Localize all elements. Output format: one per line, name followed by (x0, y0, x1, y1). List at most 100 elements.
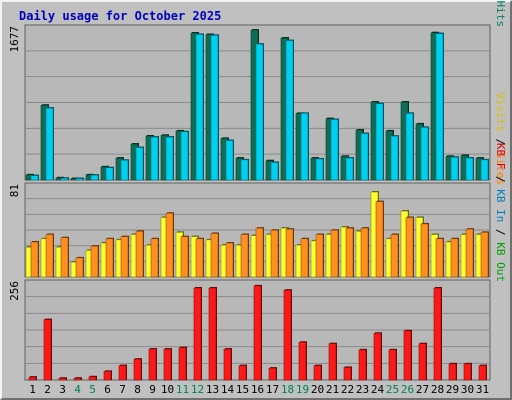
x-tick-label: 14 (221, 383, 235, 396)
legend-text: / (494, 222, 507, 242)
x-tick-label: 29 (446, 383, 459, 396)
bar-sites-day-23 (360, 227, 369, 278)
panel-1: 1677 Pages / Files / Hits (8, 0, 507, 181)
bar-pages-day-2 (45, 107, 54, 181)
bar-kbf-day-12 (193, 287, 202, 381)
bar-kbf-day-17 (268, 367, 277, 381)
x-tick-label: 4 (74, 383, 81, 396)
bar-pages-day-24 (375, 103, 384, 181)
bar-kbf-day-30 (463, 363, 472, 381)
x-tick-label: 12 (191, 383, 204, 396)
bar-sites-day-19 (300, 238, 309, 278)
bar-pages-day-18 (285, 40, 294, 181)
bar-pages-day-20 (315, 158, 324, 181)
bar-sites-day-26 (405, 217, 414, 278)
legend-text: KB In (494, 189, 507, 222)
bar-pages-day-31 (480, 159, 489, 181)
legend-text: Sites (494, 152, 507, 185)
x-tick-label: 11 (176, 383, 189, 396)
x-tick-label: 31 (476, 383, 489, 396)
bar-pages-day-15 (240, 159, 249, 181)
x-tick-label: 18 (281, 383, 294, 396)
bar-sites-day-28 (435, 238, 444, 278)
bars (25, 191, 489, 278)
x-tick-label: 13 (206, 383, 219, 396)
bar-sites-day-22 (345, 227, 354, 278)
bar-pages-day-7 (120, 159, 129, 181)
bar-kbf-day-9 (148, 348, 157, 381)
bar-pages-day-13 (210, 35, 219, 181)
bar-pages-day-17 (270, 162, 279, 181)
bar-sites-day-14 (225, 242, 234, 278)
x-tick-label: 3 (59, 383, 66, 396)
bar-kbf-day-5 (88, 376, 97, 381)
bar-sites-day-7 (120, 236, 129, 278)
panel-2: 81 Visits / Sites (8, 92, 507, 278)
bar-pages-day-9 (150, 136, 159, 181)
bar-kbf-day-16 (253, 285, 262, 381)
bar-kbf-day-18 (283, 289, 292, 381)
chart-panels: 1677 Pages / Files / Hits 81 Visits / Sites… (8, 0, 507, 381)
bar-pages-day-22 (345, 157, 354, 181)
bar-sites-day-10 (165, 212, 174, 278)
bar-pages-day-29 (450, 156, 459, 181)
bar-sites-day-1 (30, 241, 39, 278)
bars (28, 284, 487, 381)
bar-pages-day-10 (165, 136, 174, 181)
bar-kbf-day-29 (448, 363, 457, 381)
panel-max-label: 81 (8, 184, 21, 197)
bar-pages-day-4 (75, 178, 84, 181)
bar-sites-day-11 (180, 236, 189, 278)
legend-text: Visits (494, 92, 507, 132)
bar-kbf-day-1 (28, 376, 37, 381)
bar-pages-day-23 (360, 133, 369, 181)
bar-pages-day-6 (105, 167, 114, 181)
bar-sites-day-20 (315, 234, 324, 278)
legend-text: Hits (494, 1, 507, 28)
bar-kbf-day-31 (478, 365, 487, 381)
bar-pages-day-8 (135, 147, 144, 181)
bar-sites-day-6 (105, 238, 114, 278)
x-tick-label: 24 (371, 383, 385, 396)
chart-title: Daily usage for October 2025 (19, 9, 221, 23)
x-tick-label: 15 (236, 383, 249, 396)
bar-sites-day-29 (450, 238, 459, 278)
x-tick-label: 28 (431, 383, 444, 396)
bar-sites-day-30 (465, 228, 474, 278)
x-tick-label: 20 (311, 383, 324, 396)
x-tick-label: 5 (89, 383, 96, 396)
bar-sites-day-4 (75, 257, 84, 278)
bar-sites-day-24 (375, 201, 384, 278)
legend-text: / (494, 169, 507, 189)
bar-kbf-day-21 (328, 343, 337, 381)
bar-pages-day-5 (90, 174, 99, 181)
bar-sites-day-31 (480, 232, 489, 278)
bar-sites-day-27 (420, 223, 429, 278)
panel-legend: Visits / Sites (494, 92, 507, 185)
bar-sites-day-18 (285, 228, 294, 278)
bar-sites-day-12 (195, 238, 204, 278)
bar-kbf-day-27 (418, 343, 427, 381)
bar-pages-day-3 (60, 177, 69, 181)
legend-text: / (494, 132, 507, 152)
bar-kbf-day-20 (313, 365, 322, 381)
bar-kbf-day-11 (178, 347, 187, 381)
bar-kbf-day-23 (358, 349, 367, 381)
bar-kbf-day-14 (223, 348, 232, 381)
bar-kbf-day-28 (433, 287, 442, 381)
bar-kbf-day-6 (103, 371, 112, 381)
bar-kbf-day-4 (73, 377, 82, 381)
x-tick-label: 19 (296, 383, 309, 396)
bar-sites-day-16 (255, 227, 264, 278)
bar-pages-day-11 (180, 131, 189, 181)
bar-pages-day-30 (465, 157, 474, 181)
bar-kbf-day-22 (343, 367, 352, 381)
bar-sites-day-8 (135, 231, 144, 278)
panel-max-label: 256 (8, 281, 21, 301)
bar-pages-day-28 (435, 33, 444, 181)
bar-kbf-day-15 (238, 365, 247, 381)
bar-sites-day-25 (390, 234, 399, 278)
x-tick-label: 23 (356, 383, 369, 396)
x-tick-label: 9 (149, 383, 156, 396)
